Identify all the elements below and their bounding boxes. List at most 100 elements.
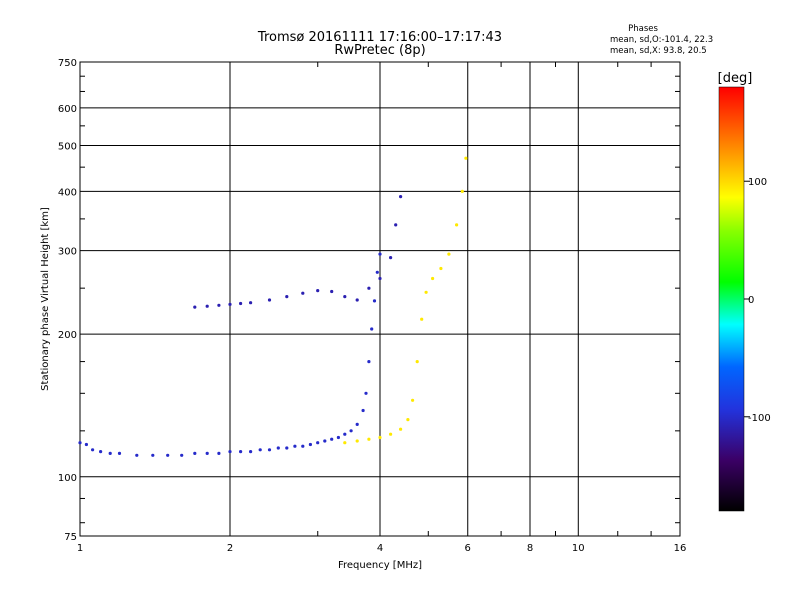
data-point — [415, 360, 419, 364]
x-tick-label: 8 — [527, 543, 533, 554]
data-point — [217, 451, 221, 455]
data-point — [406, 418, 410, 422]
data-point — [228, 450, 232, 454]
data-point — [439, 266, 443, 271]
data-point — [460, 189, 464, 193]
data-point — [91, 448, 95, 452]
x-axis-label: Frequency [MHz] — [338, 560, 422, 571]
data-point — [166, 453, 170, 457]
data-point — [301, 444, 305, 448]
data-point — [267, 448, 272, 452]
data-point — [431, 276, 435, 281]
data-point — [367, 437, 371, 441]
data-point — [370, 327, 374, 331]
data-point — [267, 298, 272, 302]
data-point — [355, 439, 359, 443]
phase-stats-o: mean, sd,O:-101.4, 22.3 — [610, 35, 713, 45]
data-point — [323, 439, 327, 443]
data-point — [394, 223, 398, 227]
phase-stats-heading: Phases — [628, 24, 658, 34]
data-point — [285, 295, 289, 299]
x-axis-ticks: 1 2 4 6 8 10 16 — [77, 62, 686, 554]
x-tick-label: 2 — [227, 543, 233, 554]
data-point — [411, 398, 415, 402]
colorbar-tick-label: -100 — [748, 413, 771, 424]
data-point — [399, 427, 403, 431]
data-point — [349, 429, 353, 433]
data-point — [193, 451, 197, 455]
data-point — [276, 446, 280, 450]
data-point — [378, 276, 382, 281]
data-point — [205, 304, 209, 308]
chart-subtitle: RwPretec (8p) — [334, 43, 425, 58]
colorbar-ticks: 100 0 -100 — [744, 177, 771, 424]
data-point — [355, 422, 359, 426]
data-points — [78, 156, 468, 457]
x-tick-label: 6 — [465, 543, 471, 554]
data-point — [205, 451, 209, 455]
data-point — [249, 450, 253, 454]
data-point — [217, 303, 221, 307]
data-point — [375, 270, 379, 274]
data-point — [135, 453, 139, 457]
data-point — [117, 451, 122, 455]
colorbar-unit-label: [deg] — [718, 71, 753, 86]
y-tick-label: 600 — [58, 104, 77, 115]
colorbar — [718, 86, 745, 512]
data-point — [330, 289, 334, 294]
data-point — [464, 156, 468, 160]
data-point — [316, 441, 320, 445]
data-point — [367, 286, 371, 290]
data-point — [336, 435, 340, 440]
chart-title: Tromsø 20161111 17:16:00–17:17:43 — [257, 30, 502, 45]
colorbar-tick-label: 0 — [748, 295, 754, 306]
data-point — [424, 290, 428, 294]
data-point — [355, 298, 359, 302]
data-point — [108, 451, 112, 455]
data-point — [258, 448, 262, 452]
data-point — [330, 437, 334, 441]
data-point — [367, 360, 371, 364]
data-point — [364, 391, 368, 395]
data-point — [308, 442, 312, 447]
data-point — [343, 441, 347, 445]
data-point — [228, 302, 232, 306]
data-point — [180, 453, 184, 457]
y-tick-label: 500 — [58, 141, 77, 152]
data-point — [343, 295, 347, 299]
x-tick-label: 1 — [77, 543, 83, 554]
data-point — [193, 305, 197, 309]
y-tick-label: 300 — [58, 247, 77, 258]
phase-stats-x: mean, sd,X: 93.8, 20.5 — [610, 46, 707, 56]
y-axis-ticks: 75 100 200 300 400 500 600 750 — [58, 58, 680, 543]
data-point — [389, 432, 393, 436]
data-point — [389, 256, 393, 260]
data-point — [285, 446, 289, 450]
data-point — [343, 432, 347, 436]
data-point — [378, 252, 382, 256]
data-point — [84, 442, 88, 447]
data-point — [372, 299, 377, 303]
x-tick-label: 10 — [572, 543, 585, 554]
grid-lines — [79, 61, 681, 537]
y-axis-label: Stationary phase Virtual Height [km] — [40, 207, 51, 391]
data-point — [455, 223, 459, 227]
y-tick-label: 200 — [58, 330, 77, 341]
data-point — [99, 450, 103, 454]
data-point — [301, 291, 305, 295]
data-point — [239, 301, 243, 306]
data-point — [399, 195, 403, 199]
data-point — [316, 289, 320, 293]
y-tick-label: 750 — [58, 58, 77, 69]
data-point — [378, 435, 382, 440]
x-tick-label: 4 — [377, 543, 383, 554]
data-point — [151, 453, 155, 457]
data-point — [447, 252, 451, 256]
data-point — [293, 444, 297, 448]
y-tick-label: 75 — [64, 532, 77, 543]
data-point — [249, 301, 253, 305]
colorbar-tick-label: 100 — [748, 177, 767, 188]
data-point — [78, 441, 82, 445]
data-point — [361, 408, 365, 413]
